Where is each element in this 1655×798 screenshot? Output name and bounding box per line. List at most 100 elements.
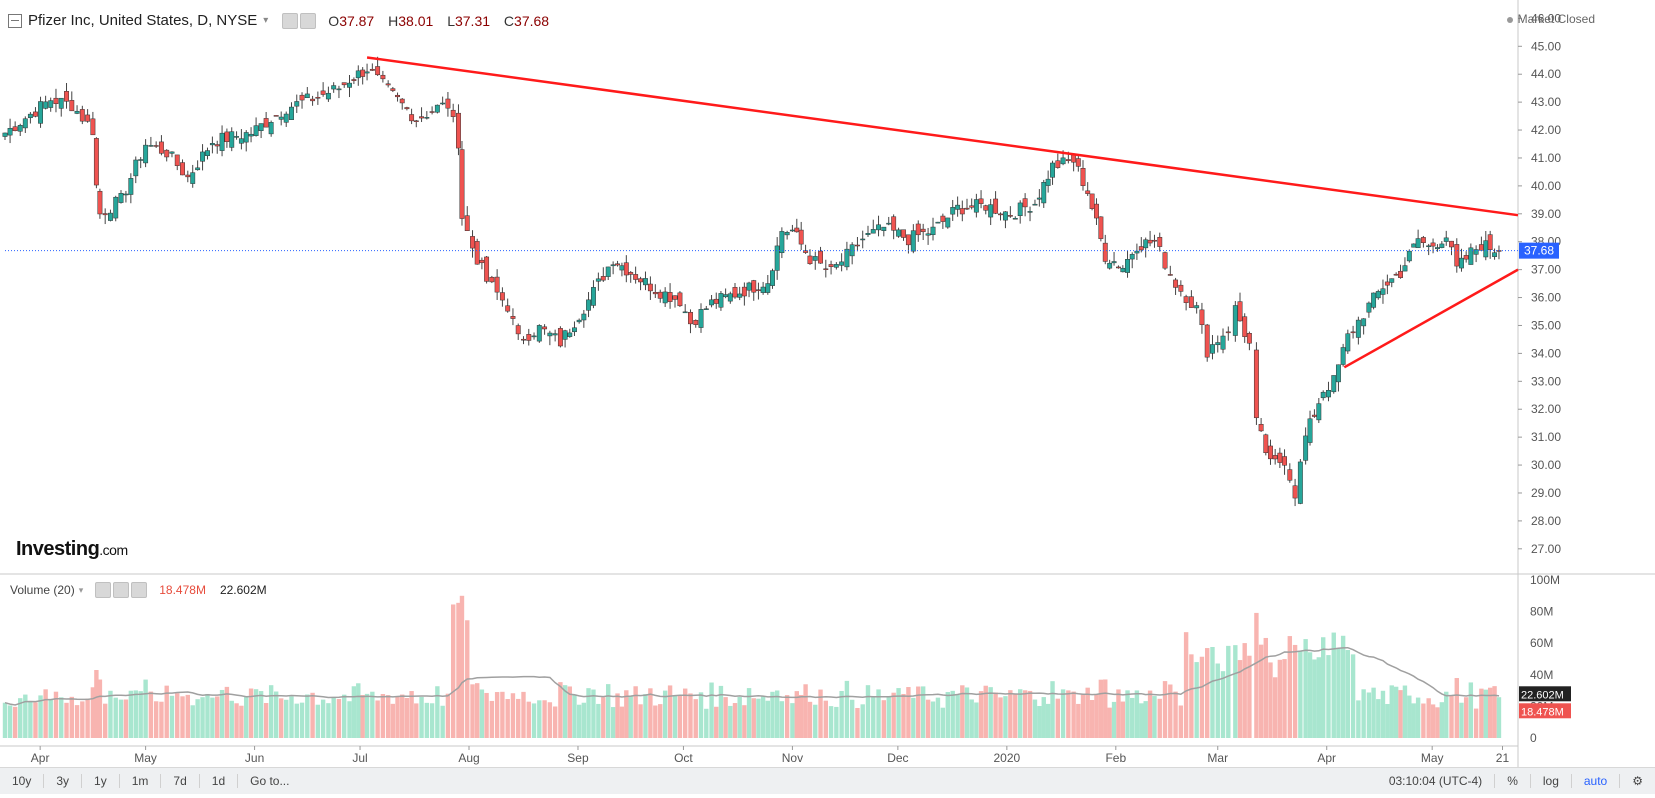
volume-bar [1147, 690, 1153, 738]
volume-bar [901, 693, 906, 738]
volume-bar [18, 698, 23, 738]
candle-body [1147, 239, 1153, 244]
volume-bar [1287, 636, 1293, 738]
percent-toggle[interactable]: % [1494, 774, 1530, 788]
trendline-resistance [366, 56, 1519, 217]
candle-body [703, 308, 709, 310]
volume-bar [97, 679, 103, 738]
auto-toggle[interactable]: auto [1570, 774, 1619, 788]
range-1d[interactable]: 1d [200, 774, 239, 788]
candle-body [1050, 162, 1055, 178]
candle-body [978, 198, 984, 204]
candle-body [108, 212, 113, 221]
volume-bar [742, 705, 747, 738]
candle-body [935, 221, 941, 224]
volume-bar [955, 694, 960, 738]
volume-bar [118, 699, 124, 738]
candle-body [526, 334, 532, 341]
volume-bar [185, 694, 190, 738]
close-icon[interactable] [131, 582, 148, 598]
volume-bar [732, 703, 738, 738]
volume-bar [849, 699, 855, 738]
candle-body [531, 335, 537, 338]
volume-bar [567, 686, 572, 738]
range-10y[interactable]: 10y [0, 774, 45, 788]
candle-body [409, 114, 415, 122]
candle-body [891, 216, 897, 231]
settings-gear-icon[interactable]: ⚙ [1619, 774, 1655, 788]
volume-bar [90, 687, 96, 738]
candle-body [12, 126, 18, 132]
volume-bar [1125, 690, 1130, 738]
volume-bar [169, 695, 175, 738]
volume-bar [746, 688, 752, 738]
volume-bar [751, 698, 756, 738]
volume-bar [123, 699, 129, 738]
candle-body [1443, 237, 1449, 242]
volume-bar [445, 693, 451, 738]
candle-body [1071, 154, 1077, 163]
volume-bar [714, 706, 719, 738]
candle-body [459, 149, 465, 219]
candle-body [779, 231, 785, 254]
volume-bar [1089, 700, 1095, 738]
candle-body [638, 278, 644, 283]
visibility-icon[interactable] [282, 13, 299, 30]
goto-button[interactable]: Go to... [250, 774, 290, 788]
clock-time: 03:10:04 (UTC-4) [1388, 774, 1483, 788]
volume-bar [586, 688, 591, 738]
candle-body [1282, 456, 1287, 466]
candle-body [1237, 301, 1243, 322]
candle-body [610, 264, 616, 267]
range-1y[interactable]: 1y [82, 774, 120, 788]
volume-bar [1143, 701, 1148, 738]
candle-body [1272, 455, 1278, 460]
volume-bar [1321, 637, 1326, 738]
candle-body [1098, 216, 1104, 239]
volume-bar [728, 705, 733, 738]
volume-bar [190, 705, 195, 738]
time-tick-label: Aug [458, 751, 479, 765]
log-toggle[interactable]: log [1529, 774, 1571, 788]
volume-bar [494, 692, 500, 738]
candle-body [174, 154, 180, 166]
collapse-icon[interactable] [8, 13, 22, 28]
chevron-down-icon[interactable]: ▾ [263, 15, 269, 27]
candle-body [823, 268, 829, 270]
volume-bar [677, 695, 683, 738]
volume-bar [871, 696, 876, 738]
settings-icon[interactable] [113, 582, 130, 598]
volume-bar [964, 687, 970, 738]
range-1m[interactable]: 1m [120, 774, 162, 788]
candle-body [770, 270, 775, 286]
volume-bar [619, 706, 625, 738]
settings-icon[interactable] [300, 13, 317, 30]
volume-bar [911, 697, 916, 738]
visibility-icon[interactable] [95, 582, 112, 598]
range-7d[interactable]: 7d [161, 774, 200, 788]
volume-bar [1263, 637, 1268, 738]
candle-body [58, 97, 64, 109]
volume-bar [390, 703, 396, 738]
candle-body [910, 230, 916, 252]
price-tick-label: 44.00 [1531, 67, 1561, 81]
volume-bar [818, 689, 823, 738]
candle-body [723, 294, 729, 298]
candle-body [118, 193, 124, 203]
candle-body [1389, 278, 1395, 283]
candle-body [1075, 158, 1081, 167]
volume-bar [370, 691, 375, 738]
chevron-down-icon[interactable]: ▾ [78, 584, 84, 595]
candle-body [542, 326, 548, 330]
candle-body [1162, 252, 1168, 269]
volume-bar [978, 691, 984, 738]
candle-body [1152, 239, 1157, 242]
candle-body [304, 93, 310, 99]
symbol-title[interactable]: Pfizer Inc, United States, D, NYSE [28, 12, 258, 30]
candle-body [619, 265, 625, 271]
candle-body [38, 101, 43, 124]
range-3y[interactable]: 3y [44, 774, 83, 788]
volume-label[interactable]: Volume (20) [10, 583, 75, 597]
